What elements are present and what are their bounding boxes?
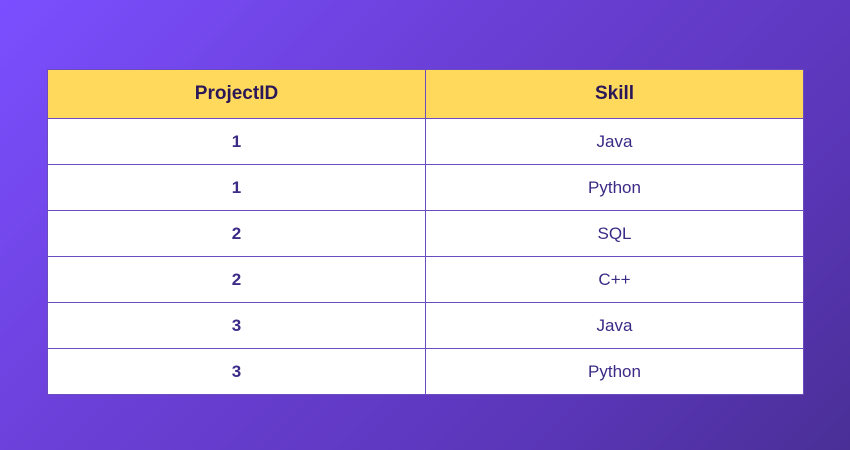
skill-cell: C++ [425,256,804,303]
skill-cell: Python [425,164,804,211]
project-skill-table-container: ProjectID Skill 1 Java 1 Python 2 SQL 2 … [47,69,804,395]
project-id-cell: 2 [47,256,426,303]
table-header-row: ProjectID Skill [47,69,804,119]
project-id-cell: 2 [47,210,426,257]
header-project-id: ProjectID [47,69,426,119]
skill-cell: Java [425,302,804,349]
table-row: 1 Java [47,118,804,165]
project-id-cell: 1 [47,164,426,211]
table-row: 3 Python [47,348,804,395]
project-skill-table: ProjectID Skill 1 Java 1 Python 2 SQL 2 … [47,69,804,395]
skill-cell: Python [425,348,804,395]
skill-cell: Java [425,118,804,165]
project-id-cell: 3 [47,348,426,395]
table-row: 2 C++ [47,256,804,303]
table-row: 3 Java [47,302,804,349]
project-id-cell: 3 [47,302,426,349]
project-id-cell: 1 [47,118,426,165]
table-row: 2 SQL [47,210,804,257]
table-row: 1 Python [47,164,804,211]
header-skill: Skill [425,69,804,119]
skill-cell: SQL [425,210,804,257]
